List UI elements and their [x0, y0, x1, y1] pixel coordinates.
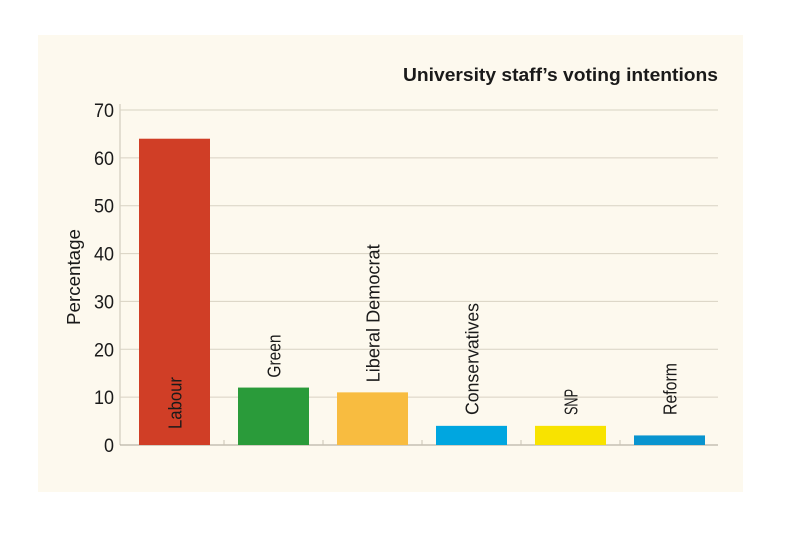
y-tick-label: 20 [94, 340, 114, 361]
y-tick-label: 30 [94, 292, 114, 313]
category-label: Reform [661, 363, 681, 415]
bar-conservatives [436, 425, 507, 445]
category-label: Labour [166, 377, 186, 429]
y-tick-label: 70 [94, 101, 114, 122]
bar-snp [535, 425, 606, 445]
bar-liberal-democrat [337, 392, 408, 445]
bar-labour [139, 138, 210, 445]
bar-reform [634, 435, 705, 445]
y-tick-label: 60 [94, 149, 114, 170]
chart-title: University staff’s voting intentions [403, 65, 718, 85]
y-tick-label: 50 [94, 197, 114, 218]
y-axis-label: Percentage [64, 229, 84, 325]
y-tick-label: 40 [94, 245, 114, 266]
category-label: Green [265, 335, 285, 378]
y-tick-label: 0 [104, 436, 114, 457]
y-tick-label: 10 [94, 388, 114, 409]
category-label: Conservatives [463, 303, 483, 415]
bar-green [238, 387, 309, 445]
category-label: SNP [562, 389, 582, 415]
category-label: Liberal Democrat [364, 244, 384, 382]
